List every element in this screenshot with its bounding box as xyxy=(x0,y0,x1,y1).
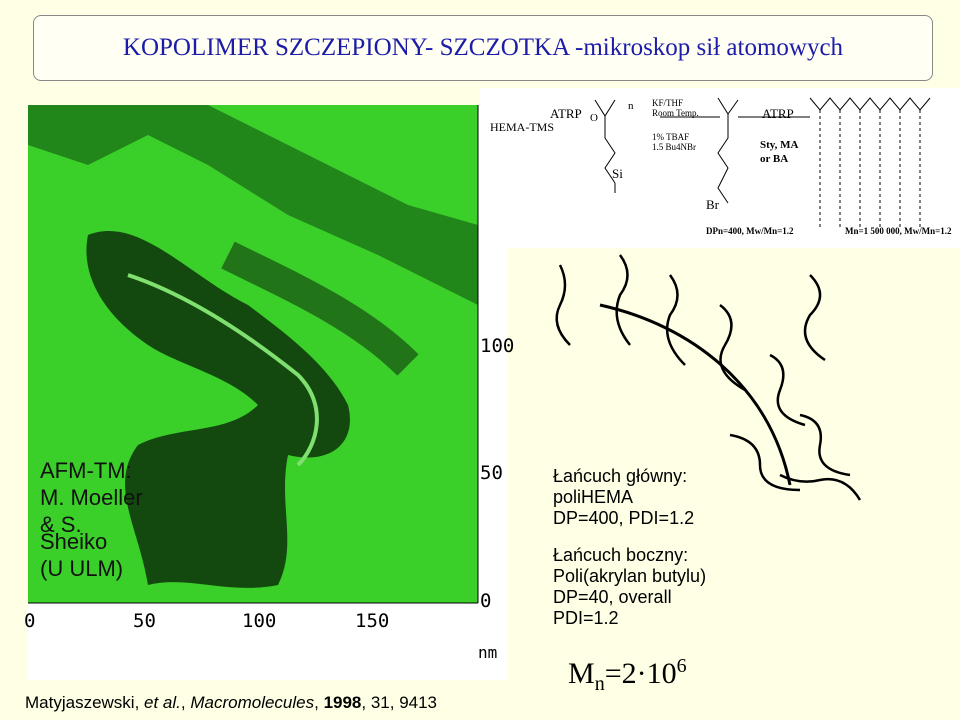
step: ATRP xyxy=(762,106,794,121)
condition: 1% TBAF 1.5 Bu4NBr xyxy=(652,132,696,152)
cond: Room Temp. xyxy=(652,108,699,118)
scheme xyxy=(480,88,960,248)
title: KOPOLIMER SZCZEPIONY- SZCZOTKA -mikrosko… xyxy=(33,15,933,81)
credit-line: AFM-TM: xyxy=(40,458,132,483)
y-label: 50 xyxy=(480,462,503,484)
cite-part: , xyxy=(314,693,324,712)
formula: Mn=2·106 xyxy=(568,655,687,696)
desc-line: Łańcuch główny: xyxy=(553,466,688,486)
base: ·10 xyxy=(636,657,677,690)
desc-line: Łańcuch boczny: xyxy=(553,545,689,565)
brush-drawing xyxy=(555,254,862,501)
x-label: 0 xyxy=(24,610,36,632)
credit-line: & S. xyxy=(40,512,82,537)
side-chain: Łańcuch boczny: Poli(akrylan butylu) DP=… xyxy=(553,545,706,629)
cite-part: Macromolecules xyxy=(190,693,315,712)
macro-info: DPn=400, Mw/Mn=1.2 xyxy=(706,226,794,236)
cite-part: , 31, 9413 xyxy=(361,693,438,712)
cite-part: , xyxy=(180,693,191,712)
desc-line: DP=40, overall xyxy=(553,587,672,607)
credit-line: (U ULM) xyxy=(40,556,124,581)
desc-line: DP=400, PDI=1.2 xyxy=(553,508,695,528)
monomer: HEMA-TMS xyxy=(490,120,555,134)
cite-part: 1998 xyxy=(323,693,362,712)
credit-line: M. Moeller xyxy=(40,485,143,510)
main-chain: Łańcuch główny: poliHEMA DP=400, PDI=1.2 xyxy=(553,466,694,529)
atom: n xyxy=(628,100,634,112)
cm: or BA xyxy=(760,153,789,165)
symbol: M xyxy=(568,657,595,690)
atom: O xyxy=(590,112,598,124)
desc-line: PDI=1.2 xyxy=(553,608,619,628)
y-label: 0 xyxy=(480,590,492,612)
citation: Matyjaszewski, et al., Macromolecules, 1… xyxy=(25,693,437,713)
credit: AFM-TM: M. Moeller & S. Sheiko (U ULM) xyxy=(40,457,143,582)
credit-line: Sheiko xyxy=(40,529,108,554)
cond: 1.5 Bu4NBr xyxy=(652,142,697,152)
equals: =2 xyxy=(604,657,637,690)
x-label: 50 xyxy=(133,610,156,632)
cond: KF/THF xyxy=(652,98,684,108)
subscript: n xyxy=(594,673,605,695)
condition: KF/THF Room Temp. xyxy=(652,98,699,118)
atom: Br xyxy=(706,197,719,212)
desc-line: poliHEMA xyxy=(553,487,634,507)
cm: Sty, MA xyxy=(760,139,799,151)
x-label: 150 xyxy=(355,610,390,632)
cite-part: et al. xyxy=(144,693,181,712)
desc-line: Poli(akrylan butylu) xyxy=(553,566,707,586)
comonomer: Sty, MA or BA xyxy=(760,138,799,166)
exponent: 6 xyxy=(676,655,687,677)
afm-image xyxy=(28,105,508,680)
step: ATRP xyxy=(550,106,582,121)
atom: Si xyxy=(612,166,623,181)
x-label: 100 xyxy=(242,610,277,632)
y-label: 100 xyxy=(480,335,515,357)
cite-part: Matyjaszewski, xyxy=(25,693,145,712)
brush-info: Mn=1 500 000, Mw/Mn=1.2 xyxy=(845,226,952,236)
unit: nm xyxy=(478,643,498,662)
cond: 1% TBAF xyxy=(652,132,690,142)
